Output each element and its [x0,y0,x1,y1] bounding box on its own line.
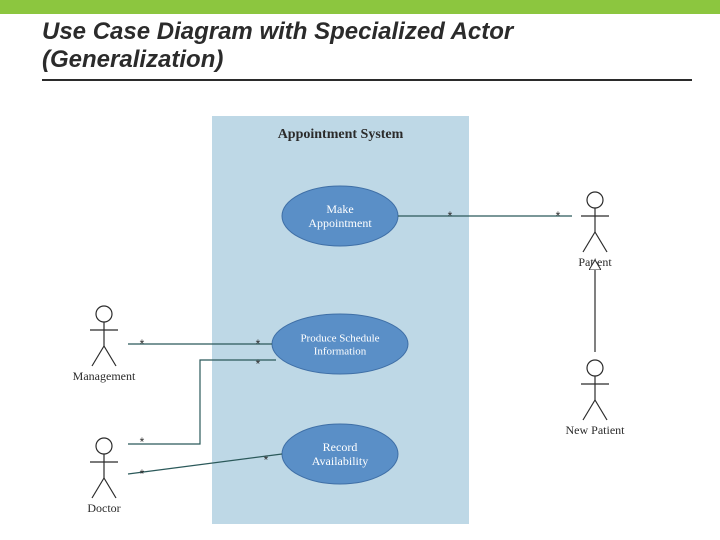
svg-text:*: * [256,357,261,371]
slide-title-line2: (Generalization) [42,46,692,74]
svg-text:Record: Record [323,440,358,454]
svg-text:Make: Make [326,202,353,216]
svg-text:Management: Management [73,369,136,383]
svg-text:New Patient: New Patient [566,423,626,437]
svg-text:Doctor: Doctor [87,501,120,515]
svg-text:*: * [140,337,145,351]
slide-title-line1: Use Case Diagram with Specialized Actor [42,18,692,46]
svg-text:*: * [256,337,261,351]
svg-text:Appointment System: Appointment System [278,127,404,142]
svg-text:*: * [264,453,269,467]
actor-doctor [90,438,118,498]
svg-text:Information: Information [314,346,367,358]
slide-title: Use Case Diagram with Specialized Actor … [42,18,692,81]
svg-text:Produce Schedule: Produce Schedule [300,333,379,345]
svg-text:*: * [140,467,145,481]
diagram-canvas: Appointment System MakeAppointment Produce… [0,112,720,540]
actor-patient [581,192,609,252]
actor-newpat [581,360,609,420]
actor-mgmt [90,306,118,366]
svg-text:*: * [556,209,561,223]
svg-text:*: * [140,435,145,449]
svg-text:Appointment: Appointment [308,216,372,230]
svg-text:Availability: Availability [312,454,368,468]
svg-text:*: * [448,209,453,223]
header-bar [0,0,720,14]
